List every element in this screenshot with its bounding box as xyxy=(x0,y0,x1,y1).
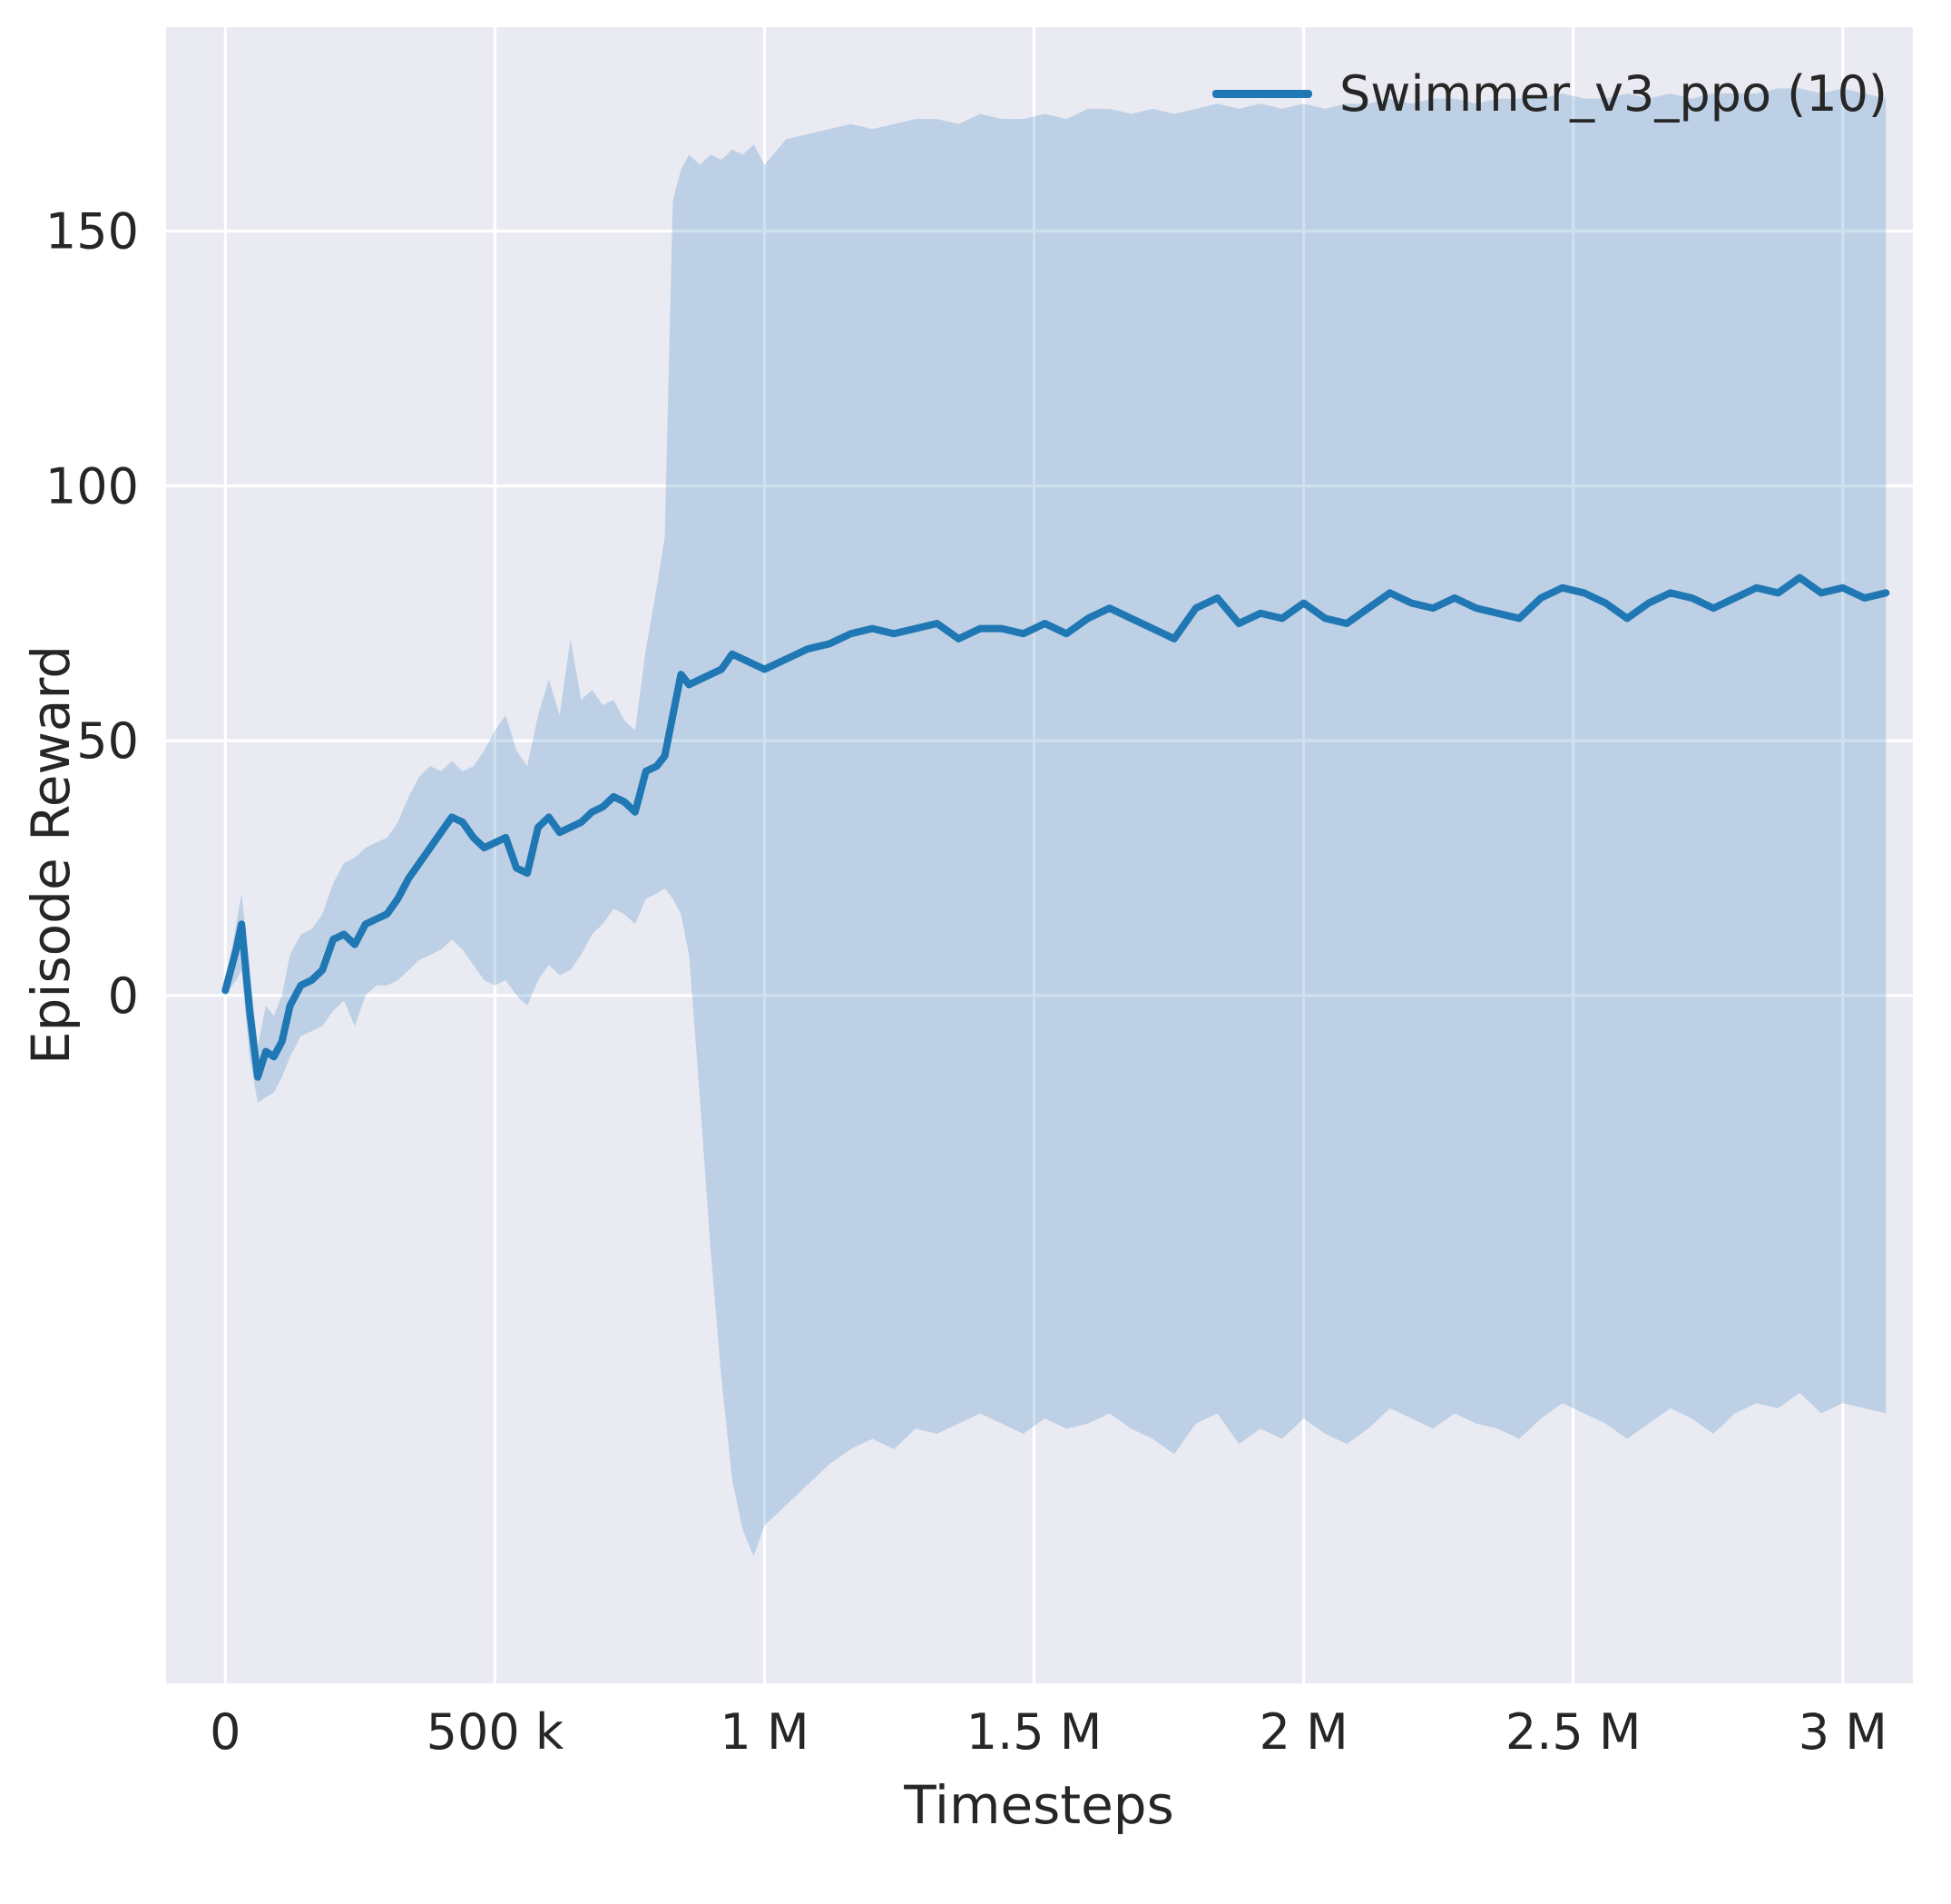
x-tick-label: 3 M xyxy=(1799,1703,1887,1761)
y-tick-label: 150 xyxy=(45,203,139,260)
y-tick-label: 0 xyxy=(108,967,139,1025)
confidence-band xyxy=(225,88,1887,1556)
x-tick-label: 1 M xyxy=(720,1703,809,1761)
x-tick-label: 0 xyxy=(210,1703,240,1761)
x-tick-label: 500 k xyxy=(426,1703,564,1761)
legend-label: Swimmer_v3_ppo (10) xyxy=(1339,65,1887,123)
x-tick-label: 2.5 M xyxy=(1505,1703,1642,1761)
y-axis-label: Episode Reward xyxy=(20,644,82,1065)
mean-line xyxy=(221,574,1890,1081)
plot-background xyxy=(166,27,1913,1683)
plot-artists xyxy=(221,88,1890,1556)
legend: Swimmer_v3_ppo (10) xyxy=(1212,65,1887,123)
x-tick-label: 2 M xyxy=(1260,1703,1348,1761)
x-tick-label: 1.5 M xyxy=(966,1703,1103,1761)
y-tick-label: 100 xyxy=(45,457,139,515)
legend-line-swatch xyxy=(1212,90,1312,98)
y-tick-label: 50 xyxy=(76,712,139,770)
x-axis-label: Timesteps xyxy=(904,1774,1174,1836)
